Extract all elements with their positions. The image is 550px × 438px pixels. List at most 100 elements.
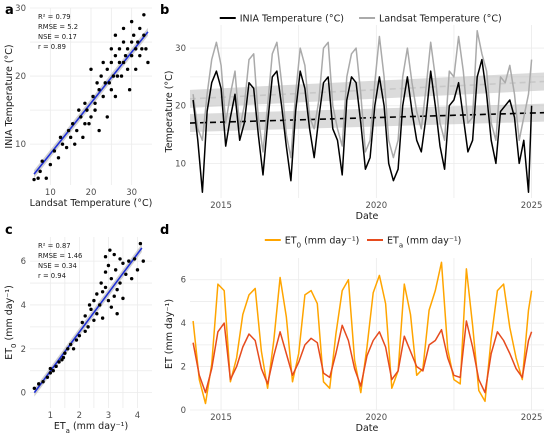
data-point [97, 87, 101, 92]
stat-label: r = 0.94 [38, 272, 66, 280]
data-point [32, 177, 36, 182]
y-tick-label: 10 [175, 159, 186, 169]
y-tick-label: 4 [21, 301, 26, 311]
data-point [83, 101, 87, 106]
data-point [38, 169, 42, 174]
y-tick-label: 20 [175, 102, 186, 112]
panel-label: a [5, 3, 14, 18]
y-tick-label: 0 [181, 406, 186, 416]
y-tick-label: 6 [181, 276, 186, 286]
data-point [85, 108, 89, 112]
data-point [129, 40, 134, 44]
data-point [115, 74, 120, 78]
data-point [57, 360, 61, 364]
y-tick-label: 20 [15, 72, 26, 82]
data-point [73, 142, 77, 146]
data-point [60, 358, 64, 362]
x-tick-label: 2015 [210, 413, 232, 423]
data-point [109, 87, 114, 92]
x-axis-label: Date [356, 211, 379, 222]
legend-label: Landsat Temperature (°C) [379, 14, 502, 25]
data-point [100, 290, 105, 294]
stat-label: NSE = 0.34 [38, 262, 77, 270]
data-point [101, 94, 105, 99]
data-point [100, 316, 105, 320]
data-point [58, 135, 63, 140]
panel-label: b [160, 3, 169, 18]
x-tick-label: 4 [135, 411, 140, 421]
data-point [77, 108, 81, 112]
x-axis-label: Landsat Temperature (°C) [30, 198, 153, 209]
data-point [77, 333, 82, 338]
data-point [134, 47, 138, 51]
data-point [64, 145, 69, 150]
data-point [91, 94, 95, 99]
data-point [134, 67, 138, 71]
data-point [89, 115, 93, 119]
x-tick-label: 2 [77, 411, 82, 421]
data-point [121, 296, 125, 301]
data-point [68, 135, 73, 140]
data-point [117, 60, 122, 65]
data-point [115, 312, 119, 316]
data-point [95, 81, 99, 85]
data-point [132, 33, 136, 37]
data-point [103, 255, 108, 259]
data-point [112, 252, 116, 257]
data-point [87, 122, 91, 126]
data-point [93, 108, 97, 112]
y-tick-label: 10 [15, 140, 26, 150]
data-point [99, 281, 103, 285]
data-point [95, 292, 99, 296]
data-point [135, 268, 140, 272]
stat-label: RMSE = 1.46 [38, 252, 82, 260]
y-tick-label: 30 [15, 4, 26, 14]
data-point [48, 366, 53, 371]
data-point [140, 47, 144, 51]
data-point [56, 156, 61, 160]
data-point [121, 60, 126, 65]
data-point [71, 347, 76, 351]
data-point [124, 272, 128, 276]
fit-line [33, 247, 143, 394]
data-point [44, 176, 48, 180]
x-tick-label: 2020 [365, 413, 387, 423]
data-point [138, 53, 142, 58]
data-point [142, 33, 146, 37]
legend-label: ETa (mm day⁻¹) [387, 236, 461, 250]
y-tick-label: 0 [21, 389, 26, 399]
data-point [127, 259, 131, 263]
data-point [106, 263, 111, 268]
data-point [32, 386, 37, 390]
y-tick-label: 30 [175, 44, 186, 54]
series-line [192, 58, 533, 193]
data-point [74, 338, 79, 342]
y-tick-label: 2 [21, 345, 26, 355]
data-point [66, 128, 71, 133]
series-line [192, 30, 533, 159]
data-point [113, 53, 118, 58]
data-point [115, 287, 119, 292]
y-tick-label: 2 [181, 363, 186, 373]
x-tick-label: 20 [86, 188, 97, 198]
data-point [121, 261, 125, 266]
stat-label: RMSE = 5.2 [38, 23, 78, 31]
data-point [129, 53, 134, 58]
data-point [118, 281, 122, 285]
data-point [36, 176, 40, 180]
data-point [136, 40, 140, 44]
data-point [41, 379, 45, 384]
data-point [121, 26, 126, 31]
x-tick-label: 30 [126, 188, 137, 198]
data-point [109, 305, 114, 309]
data-point [81, 135, 85, 140]
x-axis-label: ETa (mm day⁻¹) [54, 421, 128, 435]
data-point [63, 351, 67, 355]
data-point [113, 33, 118, 37]
data-point [105, 115, 109, 119]
data-point [118, 257, 122, 261]
data-point [129, 276, 134, 281]
data-point [113, 94, 118, 99]
y-axis-label: INIA Temperature (°C) [4, 44, 15, 148]
data-point [83, 329, 87, 333]
